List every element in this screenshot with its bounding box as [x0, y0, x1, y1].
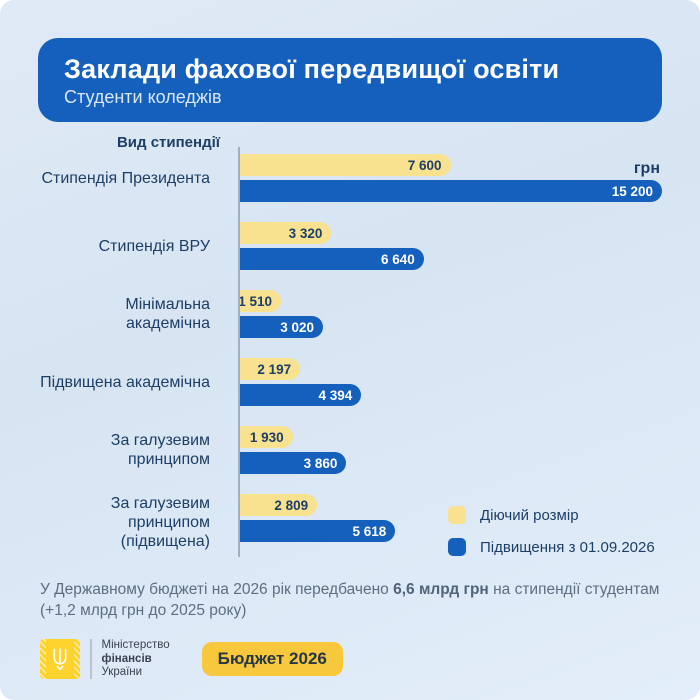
bar-value-label: 15 200 [611, 183, 653, 199]
bar-increase: 3 020 [239, 316, 324, 338]
ministry-logo [40, 639, 80, 680]
bar-value-label: 2 809 [274, 497, 309, 513]
stipend-bar-chart: Вид стипендії грн Стипендія Президента 7 … [38, 133, 662, 557]
bar-current: 1 930 [239, 426, 293, 448]
bar-current: 2 809 [239, 494, 318, 516]
category-label: За галузевим принципом (підвищена) [110, 495, 210, 550]
ministry-line-1: Міністерство [101, 638, 170, 651]
page-title: Заклади фахової передвищої освіти [64, 54, 560, 84]
legend-item-current: Діючий розмір [448, 506, 655, 524]
chart-legend: Діючий розмір Підвищення з 01.09.2026 [448, 506, 655, 556]
category-label: За галузевим принципом [110, 432, 210, 468]
trident-icon [53, 648, 67, 671]
budget-2026-badge: Бюджет 2026 [201, 642, 343, 677]
bar-value-label: 6 640 [380, 251, 415, 267]
bar-pair: 2 197 4 394 [224, 358, 662, 406]
bar-value-label: 1 510 [238, 293, 273, 309]
bar-current: 7 600 [239, 154, 451, 176]
bar-increase: 5 618 [239, 520, 396, 542]
bar-increase: 6 640 [239, 248, 424, 270]
category-label: Мінімальна академічна [125, 296, 210, 332]
chart-row: За галузевим принципом (підвищена) 2 809 5… [38, 494, 662, 551]
legend-swatch-increase [448, 538, 466, 556]
header-banner: Заклади фахової передвищої освіти Студен… [38, 38, 662, 122]
branding-row: Міністерство фінансів України Бюджет 202… [40, 639, 700, 680]
bar-value-label: 5 618 [352, 523, 387, 539]
bar-value-label: 7 600 [407, 157, 442, 173]
chart-rows: Стипендія Президента 7 600 15 200 Стипендія… [38, 147, 662, 557]
bar-pair: 1 930 3 860 [224, 426, 662, 474]
legend-swatch-current [448, 506, 466, 524]
legend-label-current: Діючий розмір [480, 506, 579, 524]
bar-pair: 3 320 6 640 [224, 222, 662, 270]
ministry-line-3: України [101, 666, 143, 679]
page-subtitle: Студенти коледжів [64, 87, 222, 107]
bar-pair: 7 600 15 200 [224, 154, 662, 202]
logo-hatch-left [40, 639, 46, 680]
budget-note-prefix: У Державному бюджеті на 2026 рік передба… [40, 581, 394, 598]
bar-pair: 2 809 5 618 [224, 494, 662, 551]
chart-row: За галузевим принципом 1 930 3 860 [38, 426, 662, 474]
bar-pair: 1 510 3 020 [224, 290, 662, 338]
ministry-line-2: фінансів [101, 652, 152, 665]
chart-row: Підвищена академічна 2 197 4 394 [38, 358, 662, 406]
chart-column-header: Вид стипендії [116, 134, 220, 151]
logo-hatch-right [74, 639, 80, 680]
legend-label-increase: Підвищення з 01.09.2026 [480, 538, 655, 556]
bar-value-label: 4 394 [318, 387, 353, 403]
chart-row: Мінімальна академічна 1 510 3 020 [38, 290, 662, 338]
bar-current: 2 197 [239, 358, 301, 380]
bar-value-label: 3 020 [280, 319, 315, 335]
bar-increase: 3 860 [239, 452, 347, 474]
category-label: Стипендія ВРУ [98, 237, 210, 255]
logo-divider [90, 639, 92, 680]
category-label: Підвищена академічна [40, 373, 210, 391]
legend-item-increase: Підвищення з 01.09.2026 [448, 538, 655, 556]
chart-row: Стипендія ВРУ 3 320 6 640 [38, 222, 662, 270]
ministry-name: Міністерство фінансів України [102, 639, 170, 680]
chart-row: Стипендія Президента 7 600 15 200 [38, 154, 662, 202]
budget-note-suffix: на стипендії студентам (+1,2 млрд грн до… [40, 581, 660, 620]
bar-current: 3 320 [239, 222, 332, 244]
bar-value-label: 3 860 [303, 455, 338, 471]
bar-current: 1 510 [238, 290, 282, 312]
bar-value-label: 2 197 [257, 361, 292, 377]
unit-label: грн [633, 160, 660, 177]
bar-value-label: 1 930 [249, 429, 284, 445]
bar-increase: 4 394 [239, 384, 362, 406]
budget-note-amount: 6,6 млрд грн [393, 581, 489, 598]
category-label: Стипендія Президента [41, 169, 210, 187]
bar-increase: 15 200 [239, 180, 662, 202]
budget-note: У Державному бюджеті на 2026 рік передба… [40, 579, 660, 622]
bar-value-label: 3 320 [288, 225, 323, 241]
chart-axis-line [238, 147, 240, 557]
